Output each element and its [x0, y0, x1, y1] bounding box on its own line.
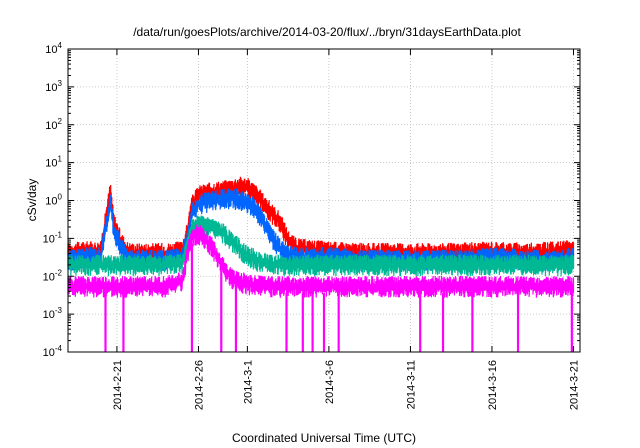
x-tick-label: 2014-3-16	[487, 360, 499, 410]
x-tick-label: 2014-3-6	[324, 360, 336, 404]
y-tick-label: 10-3	[43, 306, 63, 321]
x-axis-label: Coordinated Universal Time (UTC)	[232, 431, 416, 445]
series-layer	[67, 176, 575, 352]
x-tick-labels: 2014-2-21 2014-2-26 2014-3-1 2014-3-6 2014-3…	[112, 360, 581, 410]
y-tick-label: 101	[45, 155, 62, 170]
y-axis-label: cSv/day	[25, 179, 39, 222]
x-tick-label: 2014-3-21	[568, 360, 580, 410]
y-tick-label: 10-2	[43, 268, 63, 283]
y-tick-labels: 10-4 10-3 10-2 10-1 100 101 102 103 104	[43, 41, 63, 359]
x-tick-label: 2014-2-21	[112, 360, 124, 410]
series-line	[67, 224, 575, 298]
x-tick-label: 2014-2-26	[193, 360, 205, 410]
grid-lines	[68, 49, 580, 352]
y-tick-label: 10-4	[43, 344, 63, 359]
series-line	[67, 215, 575, 277]
axes	[67, 48, 581, 353]
y-tick-label: 10-1	[43, 230, 63, 245]
x-tick-label: 2014-3-1	[242, 360, 254, 404]
x-tick-label: 2014-3-11	[405, 360, 417, 409]
chart-title: /data/run/goesPlots/archive/2014-03-20/f…	[133, 25, 521, 39]
y-tick-label: 103	[45, 79, 62, 94]
y-tick-label: 102	[45, 117, 62, 132]
y-tick-label: 100	[45, 193, 62, 208]
y-tick-label: 104	[45, 41, 62, 56]
